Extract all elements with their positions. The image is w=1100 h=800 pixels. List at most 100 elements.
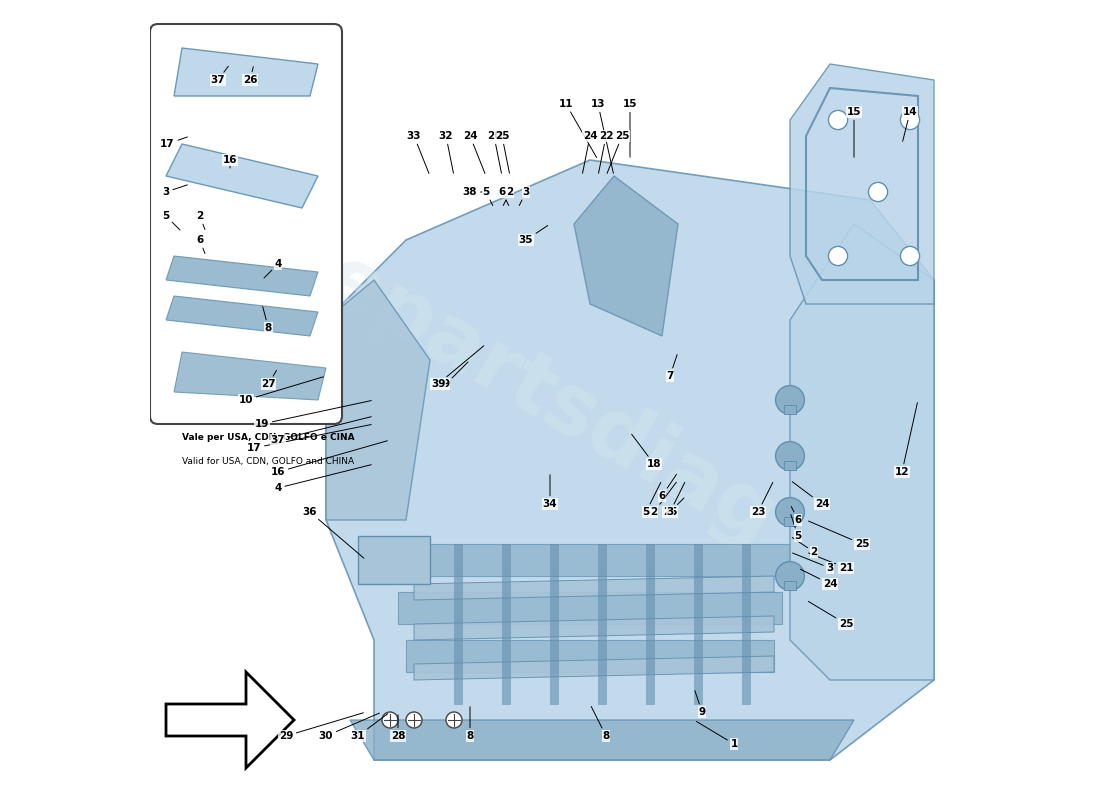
- Text: 3: 3: [163, 185, 187, 197]
- Text: 37: 37: [271, 417, 372, 445]
- Circle shape: [828, 246, 848, 266]
- Text: 15: 15: [847, 107, 861, 158]
- Text: 30: 30: [319, 713, 380, 741]
- Polygon shape: [742, 544, 750, 704]
- Text: 37: 37: [211, 66, 229, 85]
- Text: 15: 15: [623, 99, 637, 158]
- Text: 9: 9: [695, 690, 705, 717]
- Text: 24: 24: [792, 482, 829, 509]
- Polygon shape: [414, 616, 774, 640]
- Text: 31: 31: [351, 714, 388, 741]
- Polygon shape: [166, 672, 294, 768]
- Text: 33: 33: [407, 131, 429, 174]
- Polygon shape: [414, 576, 774, 600]
- Polygon shape: [174, 352, 326, 400]
- Circle shape: [901, 110, 920, 130]
- Text: 3: 3: [793, 553, 834, 573]
- Text: 7: 7: [667, 354, 678, 381]
- Text: 5: 5: [163, 211, 180, 230]
- Text: 32: 32: [439, 131, 453, 174]
- Circle shape: [406, 712, 422, 728]
- Polygon shape: [326, 280, 430, 520]
- Text: 22: 22: [598, 131, 614, 174]
- Text: 23: 23: [750, 482, 773, 517]
- Text: 5: 5: [791, 514, 802, 541]
- Text: 6: 6: [791, 506, 802, 525]
- Bar: [783, 581, 796, 590]
- Text: 17: 17: [246, 425, 372, 453]
- Text: 16: 16: [271, 441, 387, 477]
- Polygon shape: [790, 64, 934, 304]
- Polygon shape: [598, 544, 606, 704]
- Text: 36: 36: [302, 507, 364, 558]
- Text: 25: 25: [808, 521, 869, 549]
- Polygon shape: [550, 544, 558, 704]
- Text: 10: 10: [239, 377, 323, 405]
- Text: 8: 8: [591, 706, 609, 741]
- Text: 14: 14: [903, 107, 917, 142]
- Text: 18: 18: [631, 434, 661, 469]
- Polygon shape: [326, 160, 934, 760]
- Circle shape: [901, 246, 920, 266]
- Circle shape: [776, 386, 804, 414]
- Text: 2: 2: [503, 187, 514, 206]
- Text: 9: 9: [442, 362, 468, 389]
- Text: 6: 6: [659, 474, 676, 501]
- Circle shape: [868, 182, 888, 202]
- Text: 2: 2: [792, 538, 817, 557]
- Text: 4: 4: [264, 259, 282, 278]
- Text: 29: 29: [278, 713, 363, 741]
- Text: 3: 3: [519, 187, 529, 206]
- Circle shape: [776, 498, 804, 526]
- Polygon shape: [694, 544, 702, 704]
- Text: 25: 25: [662, 498, 684, 517]
- Text: 38: 38: [463, 187, 483, 197]
- Text: 24: 24: [583, 131, 597, 174]
- Text: 8: 8: [263, 306, 272, 333]
- Text: 39: 39: [431, 346, 484, 389]
- Text: 5: 5: [483, 187, 493, 206]
- Text: 25: 25: [607, 131, 629, 174]
- Polygon shape: [454, 544, 462, 704]
- Text: 28: 28: [390, 714, 405, 741]
- Text: Valid for USA, CDN, GOLFO and CHINA: Valid for USA, CDN, GOLFO and CHINA: [182, 457, 354, 466]
- Text: 2: 2: [650, 482, 676, 517]
- Bar: [783, 517, 796, 526]
- Polygon shape: [574, 176, 678, 336]
- Text: 16: 16: [222, 155, 238, 168]
- Circle shape: [446, 712, 462, 728]
- Text: 35: 35: [519, 226, 548, 245]
- Bar: [783, 461, 796, 470]
- Circle shape: [776, 562, 804, 590]
- Text: 25: 25: [808, 602, 854, 629]
- Polygon shape: [166, 296, 318, 336]
- Text: 6: 6: [196, 235, 205, 254]
- Circle shape: [382, 712, 398, 728]
- Polygon shape: [502, 544, 510, 704]
- Text: epartsdiag: epartsdiag: [310, 238, 790, 562]
- Text: 1: 1: [696, 722, 738, 749]
- Text: Vale per USA, CDN, GOLFO e CINA: Vale per USA, CDN, GOLFO e CINA: [182, 433, 354, 442]
- Polygon shape: [174, 48, 318, 96]
- Text: 20: 20: [486, 131, 502, 174]
- Polygon shape: [646, 544, 654, 704]
- Polygon shape: [390, 544, 790, 576]
- Polygon shape: [166, 256, 318, 296]
- Text: 19: 19: [255, 401, 372, 429]
- FancyBboxPatch shape: [150, 24, 342, 424]
- Text: 11: 11: [559, 99, 596, 158]
- Polygon shape: [414, 656, 774, 680]
- Polygon shape: [398, 592, 782, 624]
- Text: 21: 21: [808, 553, 854, 573]
- Text: 24: 24: [463, 131, 485, 174]
- Circle shape: [828, 110, 848, 130]
- Polygon shape: [406, 640, 774, 672]
- Text: 25: 25: [495, 131, 509, 174]
- Text: 5: 5: [642, 482, 661, 517]
- Text: 12: 12: [894, 402, 917, 477]
- Text: 13: 13: [591, 99, 614, 174]
- Text: 8: 8: [466, 706, 474, 741]
- Bar: [783, 405, 796, 414]
- Polygon shape: [350, 720, 854, 760]
- Text: 4: 4: [274, 465, 372, 493]
